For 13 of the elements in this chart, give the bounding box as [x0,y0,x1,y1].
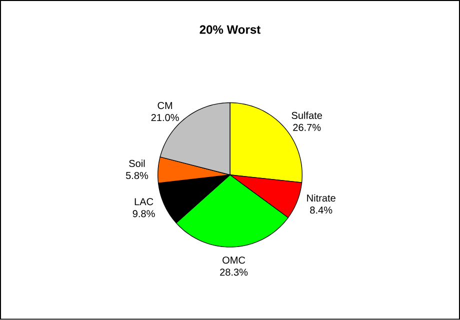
slice-label: CM [158,102,172,110]
slice-label: LAC [134,198,154,206]
slice-label: OMC [222,256,246,264]
data-label: 5.8% [126,172,148,180]
data-label: 21.0% [151,114,179,122]
slice-label: Sulfate [292,112,322,120]
slice-label: Nitrate [307,194,336,202]
data-label: 9.8% [132,210,155,218]
data-label: 28.3% [220,268,248,276]
chart-title: 20% Worst [200,25,260,34]
slice-label: Soil [129,160,145,168]
data-label: 26.7% [293,124,321,132]
data-label: 8.4% [310,206,332,214]
